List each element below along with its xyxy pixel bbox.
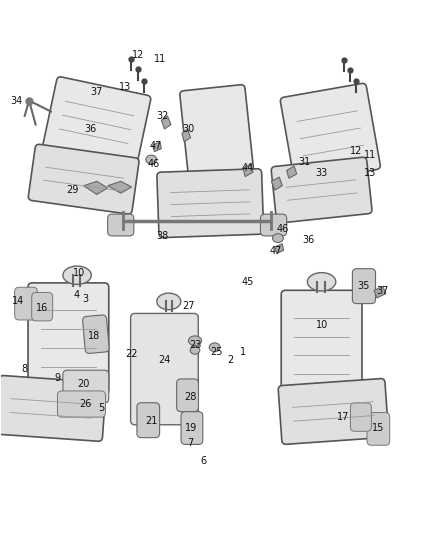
FancyBboxPatch shape [157, 169, 264, 238]
FancyBboxPatch shape [180, 85, 254, 182]
Text: 12: 12 [132, 50, 145, 60]
Text: 36: 36 [84, 124, 96, 134]
Text: 10: 10 [73, 268, 85, 278]
FancyBboxPatch shape [57, 391, 106, 417]
FancyBboxPatch shape [43, 77, 151, 168]
Polygon shape [108, 181, 132, 193]
Text: 31: 31 [298, 157, 310, 167]
Text: 7: 7 [187, 438, 194, 448]
Text: 34: 34 [10, 95, 22, 106]
FancyBboxPatch shape [63, 370, 109, 403]
Text: 28: 28 [184, 392, 197, 402]
FancyBboxPatch shape [14, 287, 37, 320]
FancyBboxPatch shape [83, 315, 109, 353]
Text: 11: 11 [364, 150, 376, 160]
Text: 46: 46 [276, 224, 289, 235]
FancyBboxPatch shape [28, 144, 139, 214]
Text: 19: 19 [184, 423, 197, 433]
Text: 5: 5 [98, 403, 104, 414]
Text: 47: 47 [269, 246, 282, 256]
Text: 8: 8 [21, 364, 28, 374]
FancyBboxPatch shape [131, 313, 198, 425]
Text: 15: 15 [372, 423, 385, 433]
Text: 30: 30 [182, 124, 194, 134]
Text: 24: 24 [158, 356, 171, 365]
FancyBboxPatch shape [32, 293, 53, 321]
Polygon shape [374, 286, 386, 298]
Polygon shape [152, 142, 161, 152]
Text: 18: 18 [88, 332, 101, 341]
Polygon shape [182, 129, 191, 142]
FancyBboxPatch shape [261, 214, 287, 236]
FancyBboxPatch shape [108, 214, 134, 236]
Text: 9: 9 [54, 373, 60, 383]
Text: 1: 1 [240, 346, 246, 357]
FancyBboxPatch shape [28, 283, 109, 394]
Ellipse shape [307, 272, 336, 291]
Text: 33: 33 [315, 168, 328, 177]
Text: 36: 36 [302, 235, 314, 245]
FancyBboxPatch shape [181, 411, 203, 445]
Text: 17: 17 [337, 412, 350, 422]
Text: 20: 20 [78, 379, 90, 390]
Polygon shape [84, 181, 108, 195]
FancyBboxPatch shape [350, 403, 371, 431]
Text: 26: 26 [80, 399, 92, 409]
Text: 22: 22 [125, 349, 138, 359]
Text: 6: 6 [201, 456, 207, 466]
Text: 11: 11 [154, 54, 166, 64]
Text: 45: 45 [241, 277, 254, 287]
Text: 14: 14 [12, 296, 24, 306]
Polygon shape [275, 244, 284, 253]
Text: 32: 32 [156, 111, 169, 121]
Text: 27: 27 [182, 301, 194, 311]
Text: 10: 10 [315, 320, 328, 330]
Ellipse shape [157, 293, 181, 310]
FancyBboxPatch shape [280, 83, 380, 183]
FancyBboxPatch shape [278, 378, 389, 445]
Text: 38: 38 [156, 231, 168, 241]
Text: 13: 13 [119, 83, 131, 93]
Text: 21: 21 [145, 416, 158, 426]
Text: 44: 44 [241, 163, 254, 173]
Ellipse shape [209, 343, 220, 352]
FancyBboxPatch shape [367, 413, 390, 445]
Text: 35: 35 [357, 281, 369, 291]
Ellipse shape [188, 336, 201, 345]
FancyBboxPatch shape [0, 376, 106, 441]
Text: 29: 29 [67, 185, 79, 195]
Polygon shape [287, 166, 297, 179]
Text: 4: 4 [74, 290, 80, 300]
FancyBboxPatch shape [353, 269, 375, 304]
Text: 23: 23 [189, 340, 201, 350]
Text: 47: 47 [149, 141, 162, 151]
Text: 2: 2 [227, 356, 233, 365]
Polygon shape [272, 177, 283, 190]
Ellipse shape [63, 266, 91, 285]
FancyBboxPatch shape [281, 290, 362, 402]
Ellipse shape [190, 346, 200, 354]
Text: 37: 37 [91, 87, 103, 97]
Ellipse shape [146, 155, 157, 164]
FancyBboxPatch shape [177, 379, 198, 411]
FancyBboxPatch shape [137, 403, 159, 438]
Text: 13: 13 [364, 168, 376, 177]
Text: 12: 12 [350, 146, 363, 156]
Polygon shape [161, 116, 171, 129]
Text: 16: 16 [36, 303, 48, 313]
FancyBboxPatch shape [271, 157, 372, 223]
Ellipse shape [272, 234, 283, 243]
Text: 3: 3 [83, 294, 89, 304]
Polygon shape [243, 164, 253, 176]
Text: 46: 46 [147, 159, 159, 169]
Text: 25: 25 [211, 346, 223, 357]
Text: 37: 37 [377, 286, 389, 295]
